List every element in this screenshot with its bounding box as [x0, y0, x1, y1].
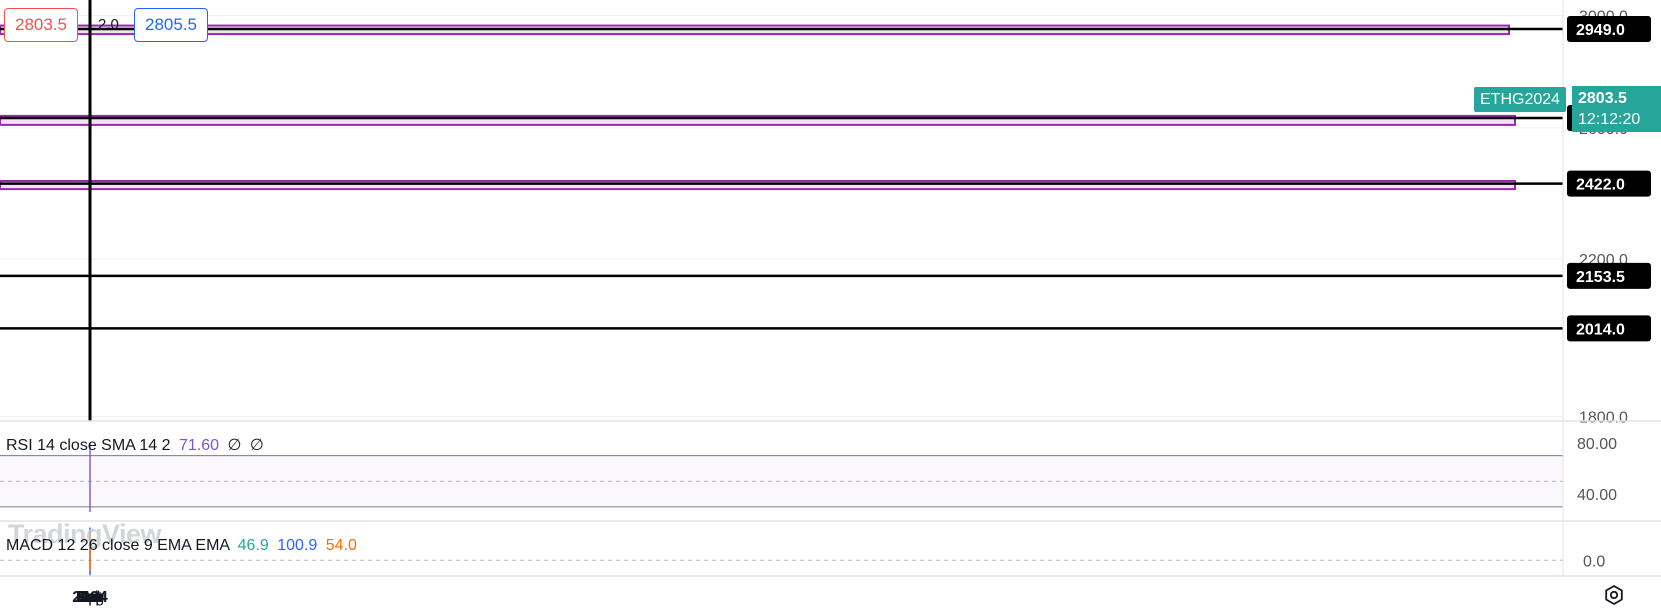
- x-tick-label: Jul: [80, 589, 100, 606]
- rsi-legend-value: 71.60: [178, 437, 220, 454]
- x-tick-label: Dec: [76, 589, 104, 606]
- rsi-band: [0, 455, 1563, 507]
- level-label: 2949.0: [1576, 22, 1625, 39]
- x-tick-label: Aug: [76, 589, 104, 606]
- level-label: 2422.0: [1576, 177, 1625, 194]
- x-tick-label: Oct: [78, 589, 103, 606]
- level-label: 2014.0: [1576, 321, 1625, 338]
- tradingview-watermark: TradingView: [8, 519, 162, 549]
- last-price-tag: 2803.5 12:12:20: [1572, 86, 1661, 132]
- rsi-legend-extra1: ∅: [227, 437, 242, 454]
- macd-legend-macd: 100.9: [277, 537, 318, 554]
- level-label-bg: [1567, 262, 1651, 289]
- bid-price-box[interactable]: 2803.5: [4, 8, 78, 42]
- x-tick-label: 2024: [72, 589, 108, 606]
- spread-value: 2.0: [98, 16, 119, 33]
- macd-legend-hist: 46.9: [237, 537, 269, 554]
- macd-tick-label: 0.0: [1583, 553, 1605, 570]
- last-price: 2803.5: [1578, 90, 1627, 107]
- x-tick-label: Apr: [78, 589, 104, 606]
- x-tick-label: Nov: [76, 589, 104, 606]
- y-tick-label: 1800.0: [1579, 410, 1628, 427]
- x-tick-label: Feb: [76, 589, 104, 606]
- x-tick-label: Jun: [77, 589, 103, 606]
- level-label-bg: [1567, 170, 1651, 197]
- level-label-bg: [1567, 315, 1651, 342]
- rsi-legend-name: RSI 14 close SMA 14 2: [6, 437, 171, 454]
- symbol-tag: ETHG2024: [1474, 87, 1567, 112]
- ask-price-box[interactable]: 2805.5: [134, 8, 208, 42]
- x-tick-label: Mar: [76, 589, 104, 606]
- rsi-legend-extra2: ∅: [249, 437, 264, 454]
- macd-legend[interactable]: MACD 12 26 close 9 EMA EMA 46.9 100.9 54…: [6, 537, 357, 555]
- support-resistance-zones: [0, 24, 1516, 191]
- rsi-tick-label: 80.00: [1577, 436, 1617, 453]
- level-label: 2153.5: [1576, 269, 1625, 286]
- gear-icon[interactable]: [1603, 584, 1625, 606]
- macd-legend-name: MACD 12 26 close 9 EMA EMA: [6, 537, 230, 554]
- bar-countdown: 12:12:20: [1578, 111, 1641, 128]
- horizontal-levels: [0, 27, 1563, 330]
- price-zone: [0, 179, 1516, 191]
- rsi-tick-label: 40.00: [1577, 487, 1617, 504]
- level-label-bg: [1567, 16, 1651, 43]
- x-tick-label: Sep: [76, 589, 105, 606]
- macd-legend-signal: 54.0: [325, 537, 357, 554]
- pane-mask: [0, 421, 1661, 615]
- rsi-legend[interactable]: RSI 14 close SMA 14 2 71.60 ∅ ∅: [6, 437, 264, 455]
- price-zone: [0, 114, 1516, 126]
- rsi-pane: [0, 442, 1563, 512]
- macd-pane: [0, 527, 1563, 576]
